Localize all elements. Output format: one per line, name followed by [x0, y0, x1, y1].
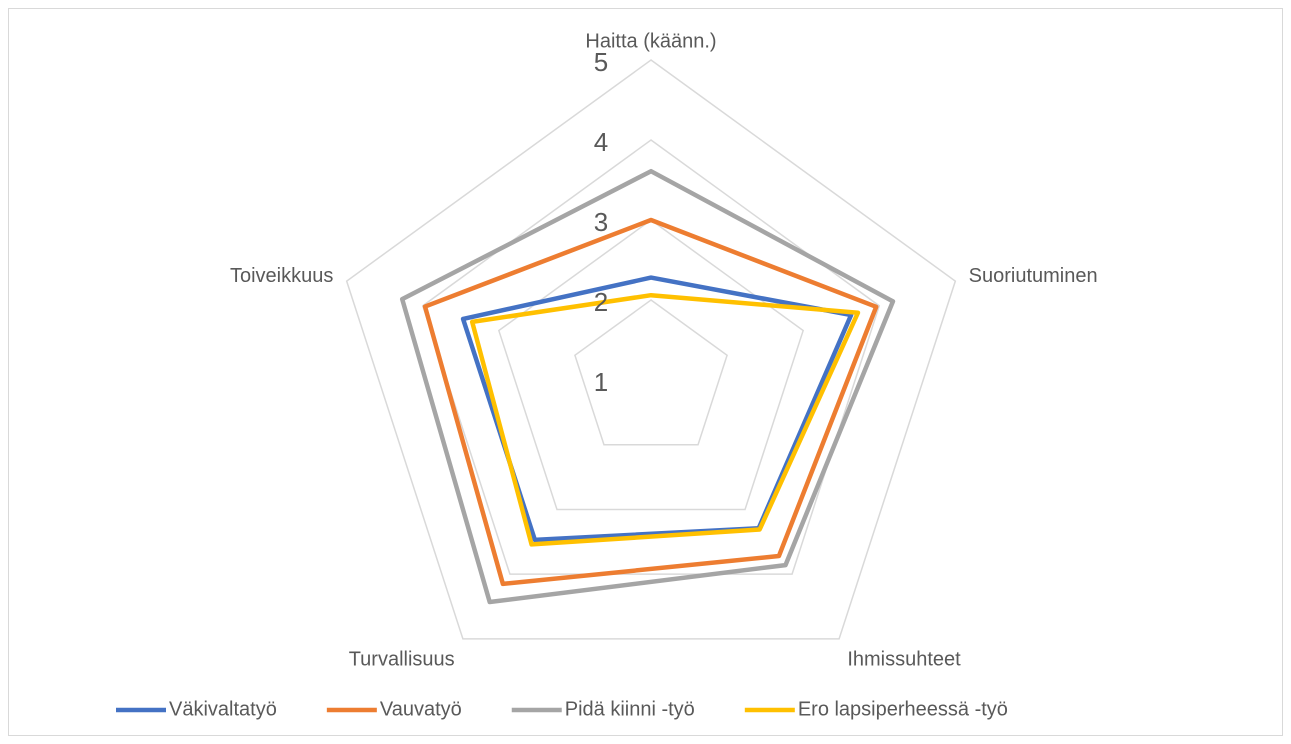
grid-ring [345, 59, 957, 640]
chart-border [8, 8, 1283, 736]
category-label: Turvallisuus [349, 648, 455, 670]
category-label: Suoriutuminen [969, 265, 1098, 287]
r-tick-label: 1 [594, 367, 608, 397]
grid-ring [574, 299, 728, 446]
legend-label: Väkivaltatyö [169, 698, 277, 720]
series-line [422, 217, 879, 587]
legend-label: Ero lapsiperheessä -työ [798, 698, 1008, 720]
r-tick-label: 3 [594, 207, 608, 237]
category-label: Haitta (käänn.) [585, 30, 716, 52]
series-line [469, 292, 861, 547]
r-tick-label: 4 [594, 127, 608, 157]
category-label: Ihmissuhteet [847, 648, 961, 670]
category-label: Toiveikkuus [230, 265, 333, 287]
series-line [399, 168, 896, 605]
r-tick-label: 2 [594, 287, 608, 317]
r-tick-label: 5 [594, 47, 608, 77]
legend-label: Pidä kiinni -työ [565, 698, 695, 720]
legend-label: Vauvatyö [380, 698, 462, 720]
grid-ring [421, 139, 881, 575]
